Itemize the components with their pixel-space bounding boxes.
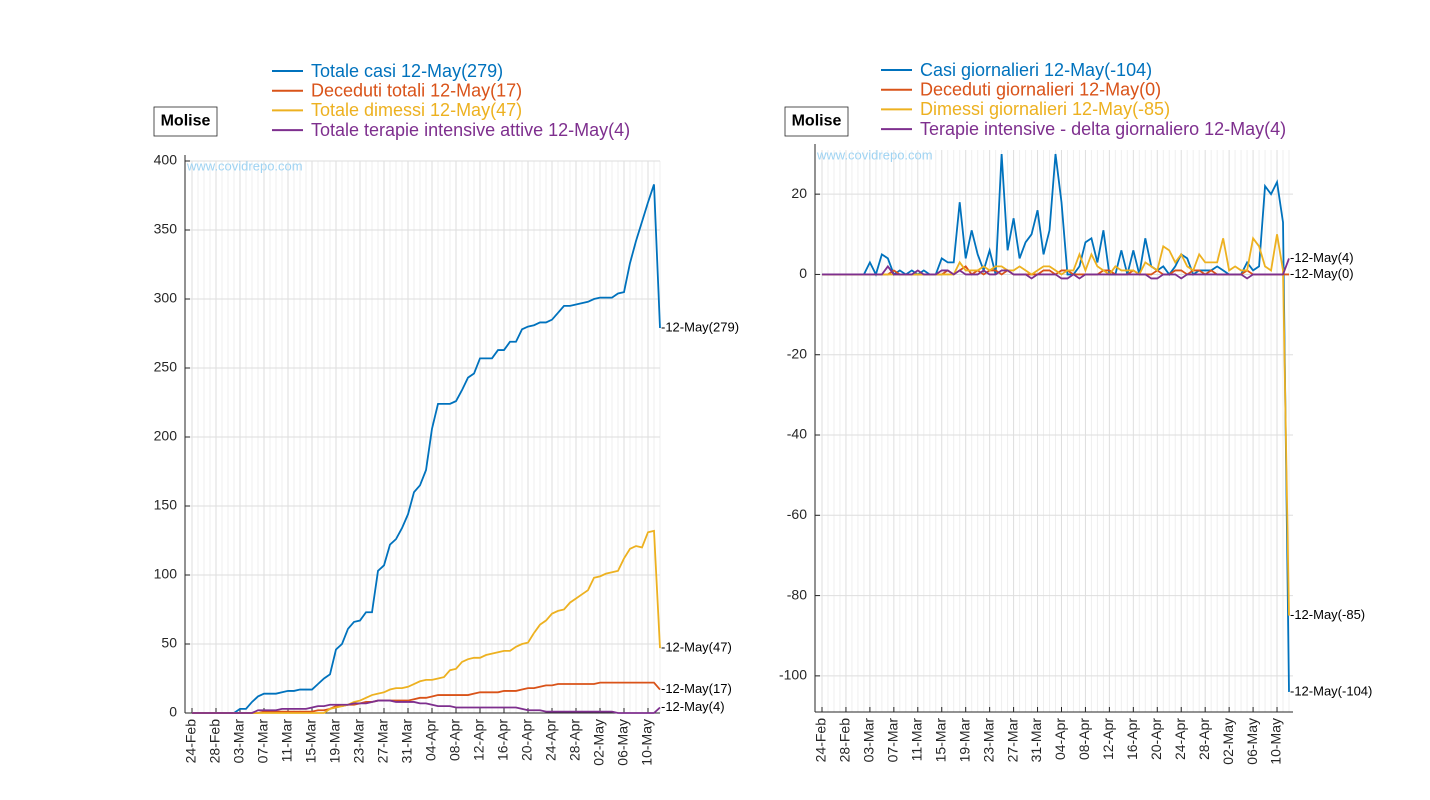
x-tick-label: 28-Feb	[837, 718, 853, 763]
end-label: -12-May(17)	[661, 681, 732, 696]
end-label: -12-May(-85)	[1290, 607, 1365, 622]
end-label: -12-May(279)	[661, 319, 739, 334]
y-tick-label: -100	[779, 667, 807, 683]
legend-label: Dimessi giornalieri 12-May(-85)	[920, 99, 1170, 119]
end-label: -12-May(47)	[661, 640, 732, 655]
series-line	[192, 699, 661, 714]
y-tick-label: -60	[787, 506, 807, 522]
x-tick-label: 08-Apr	[1076, 718, 1092, 760]
legend-label: Deceduti totali 12-May(17)	[311, 80, 522, 100]
x-tick-label: 12-Apr	[471, 719, 487, 761]
end-label: -12-May(0)	[1290, 266, 1354, 281]
y-tick-label: 200	[154, 428, 178, 444]
x-tick-label: 10-May	[639, 719, 655, 766]
end-label: -12-May(-104)	[1290, 683, 1372, 698]
x-tick-label: 24-Apr	[543, 719, 559, 761]
watermark: www.covidrepo.com	[186, 158, 303, 173]
x-tick-label: 12-Apr	[1100, 718, 1116, 760]
x-tick-label: 20-Apr	[1148, 718, 1164, 760]
x-tick-label: 27-Mar	[1004, 718, 1020, 763]
x-tick-label: 06-May	[1244, 718, 1260, 765]
x-tick-label: 08-Apr	[447, 719, 463, 761]
x-tick-label: 19-Mar	[956, 718, 972, 763]
x-tick-label: 24-Apr	[1172, 718, 1188, 760]
x-tick-label: 28-Feb	[207, 719, 223, 764]
x-tick-label: 15-Mar	[932, 718, 948, 763]
x-tick-label: 07-Mar	[255, 719, 271, 764]
legend-label: Deceduti giornalieri 12-May(0)	[920, 79, 1161, 99]
x-tick-label: 19-Mar	[327, 719, 343, 764]
legend-label: Totale terapie intensive attive 12-May(4…	[311, 120, 630, 140]
y-tick-label: 0	[799, 265, 807, 281]
y-tick-label: 150	[154, 497, 178, 513]
x-tick-label: 23-Mar	[980, 718, 996, 763]
title-box	[153, 106, 218, 137]
y-tick-label: 300	[154, 290, 178, 306]
x-tick-label: 03-Mar	[861, 718, 877, 763]
x-tick-label: 04-Apr	[423, 719, 439, 761]
x-tick-label: 02-May	[591, 719, 607, 766]
x-tick-label: 31-Mar	[399, 719, 415, 764]
x-tick-label: 16-Apr	[495, 719, 511, 761]
x-tick-label: 07-Mar	[885, 718, 901, 763]
x-tick-label: 31-Mar	[1028, 718, 1044, 763]
x-tick-label: 15-Mar	[303, 719, 319, 764]
x-tick-label: 27-Mar	[375, 719, 391, 764]
x-tick-label: 23-Mar	[351, 719, 367, 764]
x-tick-label: 24-Feb	[183, 719, 199, 764]
y-tick-label: 250	[154, 359, 178, 375]
legend-label: Terapie intensive - delta giornaliero 12…	[920, 119, 1286, 139]
y-tick-label: 20	[791, 185, 807, 201]
x-tick-label: 11-Mar	[908, 718, 924, 762]
legend-label: Totale dimessi 12-May(47)	[311, 100, 522, 120]
x-tick-label: 03-Mar	[231, 719, 247, 764]
legend-label: Casi giornalieri 12-May(-104)	[920, 60, 1152, 80]
y-tick-label: -20	[787, 345, 807, 361]
title-box	[784, 106, 849, 137]
end-label: -12-May(4)	[661, 699, 725, 714]
series-line	[192, 184, 661, 714]
x-tick-label: 24-Feb	[813, 718, 829, 763]
x-tick-label: 28-Apr	[567, 719, 583, 761]
y-tick-label: 50	[161, 635, 177, 651]
chart-title: Molise	[161, 113, 211, 130]
chart-title: Molise	[792, 113, 842, 130]
series-line	[192, 681, 661, 714]
x-tick-label: 04-Apr	[1052, 718, 1068, 760]
legend-label: Totale casi 12-May(279)	[311, 61, 503, 81]
y-tick-label: 100	[154, 566, 178, 582]
watermark: www.covidrepo.com	[816, 147, 933, 162]
x-tick-label: 20-Apr	[519, 719, 535, 761]
y-tick-label: -80	[787, 586, 807, 602]
series-line	[822, 258, 1290, 280]
x-tick-label: 02-May	[1220, 718, 1236, 765]
y-tick-label: -40	[787, 426, 807, 442]
x-tick-label: 28-Apr	[1196, 718, 1212, 760]
end-label: -12-May(4)	[1290, 250, 1354, 265]
series-line	[192, 529, 661, 714]
y-tick-label: 350	[154, 221, 178, 237]
x-tick-label: 10-May	[1268, 718, 1284, 765]
y-tick-label: 0	[169, 704, 177, 720]
x-tick-label: 11-Mar	[279, 719, 295, 763]
y-tick-label: 400	[154, 152, 178, 168]
x-tick-label: 06-May	[615, 719, 631, 766]
x-tick-label: 16-Apr	[1124, 718, 1140, 760]
